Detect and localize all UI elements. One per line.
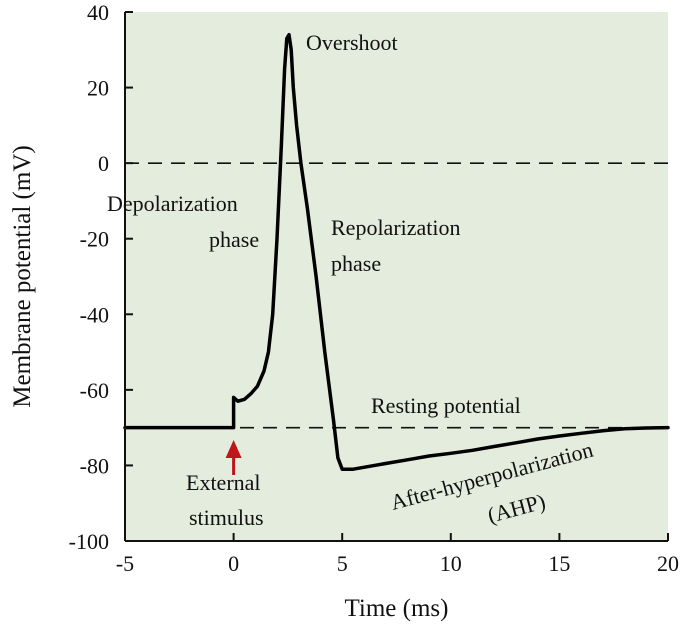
y-tick-label: -20	[80, 227, 109, 252]
x-tick-label: -5	[116, 551, 134, 576]
depolarization-annotation: Depolarization	[107, 191, 238, 216]
x-tick-label: 0	[228, 551, 239, 576]
y-tick-label: -100	[69, 529, 109, 554]
repolarization-annotation: Repolarization	[331, 215, 461, 240]
y-tick-label: -60	[80, 378, 109, 403]
x-tick-label: 20	[657, 551, 679, 576]
stimulus-arrow-icon	[225, 440, 242, 475]
external-stimulus-annotation: External	[186, 470, 261, 495]
x-tick-label: 10	[440, 551, 462, 576]
y-tick-label: -80	[80, 453, 109, 478]
axis-ticks: -100 -80 -60 -40 -20 0 20 40 -5 0 5 10 15 20	[69, 0, 679, 576]
y-tick-label: 40	[87, 0, 109, 25]
x-axis-label: Time (ms)	[345, 595, 449, 622]
y-tick-label: -40	[80, 302, 109, 327]
repolarization-phase-annotation: phase	[331, 251, 381, 276]
depolarization-phase-annotation: phase	[209, 227, 259, 252]
y-axis-label: Membrane potential (mV)	[9, 145, 36, 407]
resting-potential-annotation: Resting potential	[371, 393, 521, 418]
plot-area	[125, 12, 668, 541]
overshoot-annotation: Overshoot	[306, 30, 398, 55]
y-tick-label: 20	[87, 76, 109, 101]
y-tick-label: 0	[98, 151, 109, 176]
external-stimulus-annotation-line2: stimulus	[189, 505, 264, 530]
x-tick-label: 5	[337, 551, 348, 576]
action-potential-series-line	[123, 32, 670, 471]
x-tick-label: 15	[548, 551, 570, 576]
